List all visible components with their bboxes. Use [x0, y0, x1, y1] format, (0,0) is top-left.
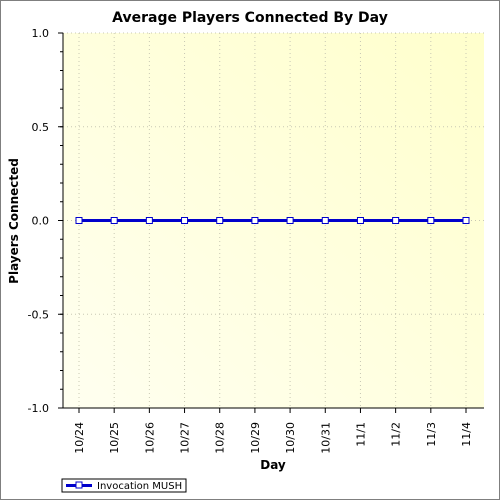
y-tick-label: 0.0: [32, 215, 50, 228]
data-point: [392, 217, 400, 224]
data-point: [321, 217, 329, 224]
data-point: [145, 217, 153, 224]
legend-marker-swatch: [75, 481, 83, 489]
data-point: [462, 217, 470, 224]
y-tick-label: -1.0: [28, 402, 49, 415]
x-tick-label: 11/4: [460, 422, 473, 447]
y-axis-ticks: 1.0 0.5 0.0 -0.5 -1.0: [28, 27, 63, 415]
y-tick-label: -0.5: [28, 308, 49, 321]
x-tick-label: 11/1: [354, 422, 367, 447]
data-point: [216, 217, 224, 224]
x-tick-label: 10/28: [214, 422, 227, 454]
legend-entry-label: Invocation MUSH: [97, 481, 182, 492]
chart-title: Average Players Connected By Day: [112, 10, 388, 26]
x-axis-ticks: 10/24 10/25 10/26 10/27 10/28 10/29 10/30 10/31…: [73, 408, 473, 454]
x-tick-label: 10/31: [319, 422, 332, 454]
x-tick-label: 10/27: [179, 422, 192, 454]
data-point: [356, 217, 364, 224]
legend-box: [61, 478, 187, 493]
legend: Invocation MUSH: [61, 478, 187, 493]
x-tick-label: 10/26: [143, 422, 156, 454]
y-tick-label: 1.0: [32, 27, 50, 40]
y-tick-label: 0.5: [32, 121, 50, 134]
x-tick-label: 11/2: [390, 422, 403, 447]
data-point: [110, 217, 118, 224]
x-axis-label: Day: [260, 458, 286, 472]
data-point: [75, 217, 83, 224]
data-point: [286, 217, 294, 224]
data-point: [251, 217, 259, 224]
x-tick-label: 11/3: [425, 422, 438, 447]
series: [75, 217, 470, 224]
x-tick-label: 10/25: [108, 422, 121, 454]
x-tick-label: 10/24: [73, 422, 86, 454]
data-point: [181, 217, 189, 224]
data-point: [427, 217, 435, 224]
x-tick-label: 10/30: [284, 422, 297, 454]
x-tick-label: 10/29: [249, 422, 262, 454]
y-axis-label: Players Connected: [7, 158, 21, 284]
grid: [63, 32, 484, 409]
